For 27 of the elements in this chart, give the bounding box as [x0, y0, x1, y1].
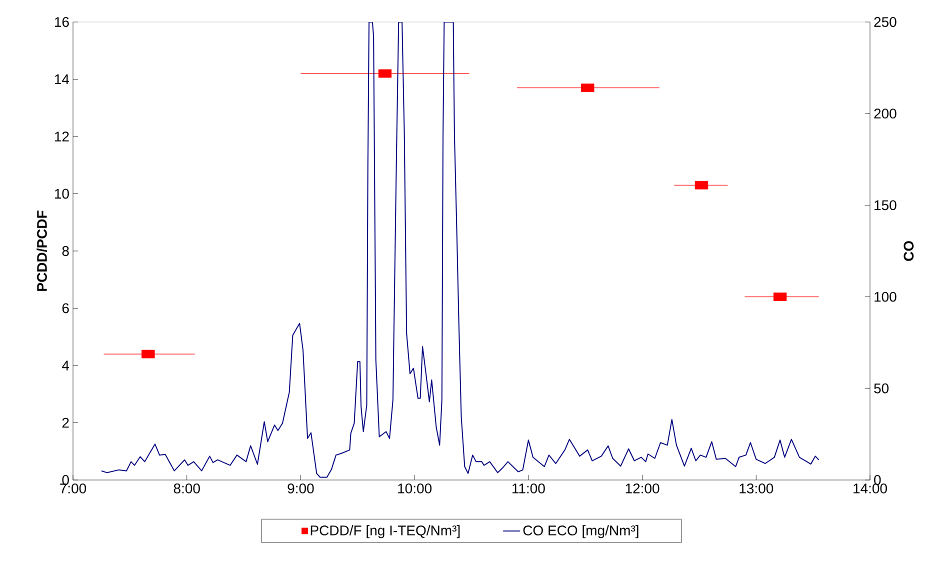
x-tick-label: 13:00	[740, 484, 774, 494]
y2-axis-title: CO	[904, 241, 914, 261]
y2-tick-label: 0	[874, 475, 881, 485]
y-tick-label: 12	[54, 132, 69, 142]
y-tick-label: 6	[62, 303, 69, 314]
x-tick-label: 9:00	[288, 484, 314, 494]
y2-tick-label: 150	[874, 200, 896, 210]
y-tick-label: 14	[54, 74, 70, 84]
line-series	[100, 22, 820, 478]
x-tick-label: 11:00	[512, 484, 545, 494]
y-axis-title: PCDD/PCDF	[36, 210, 48, 291]
y-tick-label: 10	[54, 188, 69, 199]
y2-tick-label: 250	[874, 17, 896, 27]
y-tick-label: 4	[62, 360, 70, 370]
x-tick-label: 14:00	[854, 484, 887, 494]
y-tick-label: 16	[54, 17, 69, 27]
y2-tick-label: 100	[874, 292, 896, 302]
y-tick-label: 8	[62, 246, 69, 256]
y2-tick-label: 200	[874, 108, 896, 119]
x-tick-label: 12:00	[626, 484, 660, 494]
x-tick-label: 8:00	[174, 484, 200, 494]
legend-label: CO ECO [mg/Nm³]	[523, 525, 638, 538]
y-tick-label: 2	[62, 418, 69, 428]
x-tick-label: 10:00	[398, 484, 432, 494]
x-tick-label: 7:00	[60, 484, 86, 494]
y2-tick-label: 50	[874, 383, 889, 394]
legend-label: PCDD/F [ng I-TEQ/Nm³]	[310, 525, 460, 538]
